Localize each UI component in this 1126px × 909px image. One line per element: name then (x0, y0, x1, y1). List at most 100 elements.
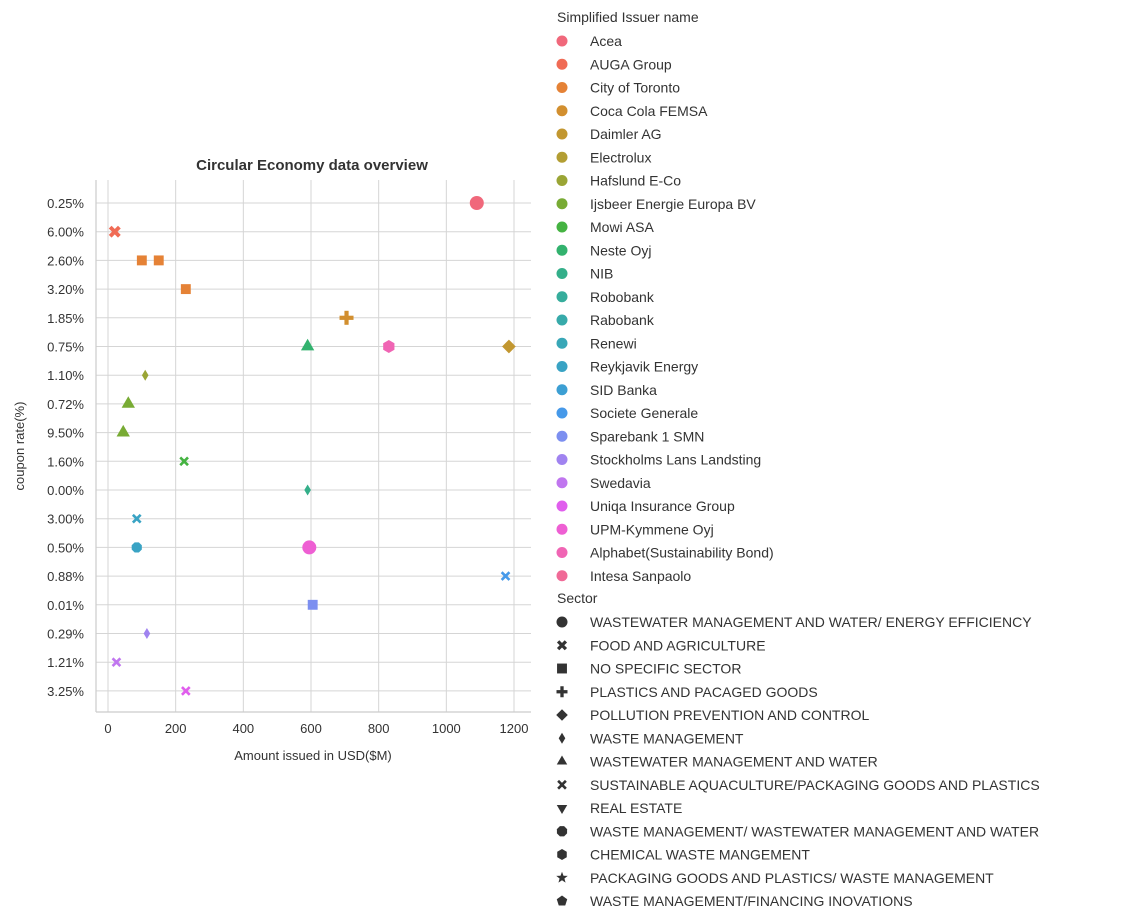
y-tick-label: 6.00% (47, 225, 84, 240)
y-tick-label: 0.01% (47, 598, 84, 613)
legend-sector-label: WASTE MANAGEMENT/ WASTEWATER MANAGEMENT … (590, 823, 1039, 839)
legend-issuer-label: City of Toronto (590, 80, 680, 96)
x-tick-label: 400 (232, 721, 254, 736)
data-point (500, 571, 511, 581)
legend-issuer-label: NIB (590, 266, 613, 282)
legend-sector-label: WASTEWATER MANAGEMENT AND WATER (590, 754, 878, 770)
legend-marker-icon (556, 871, 568, 883)
legend-marker-icon (558, 732, 566, 744)
data-point (131, 513, 142, 524)
y-tick-labels: 0.25% 6.00% 2.60% 3.20% 1.85% 0.75% 1.10% 0.72%… (47, 196, 84, 699)
data-point (307, 599, 318, 610)
legend-issuer-label: Swedavia (590, 475, 651, 491)
legend-sector-label: SUSTAINABLE AQUACULTURE/PACKAGING GOODS … (590, 777, 1040, 793)
legend-issuer-label: Daimler AG (590, 126, 662, 142)
legend-issuer-label: Rabobank (590, 312, 655, 328)
legend-marker-icon (556, 755, 568, 765)
x-tick-label: 0 (104, 721, 111, 736)
y-tick-label: 2.60% (47, 253, 84, 268)
x-tick-label: 600 (300, 721, 322, 736)
legend-color-swatch (556, 384, 568, 396)
legend-issuer-label: Sparebank 1 SMN (590, 428, 704, 444)
legend-sector-label: FOOD AND AGRICULTURE (590, 637, 766, 653)
legend-marker-icon (557, 663, 567, 674)
legend-sector-label: WASTE MANAGEMENT (590, 730, 744, 746)
legend-marker-icon (556, 686, 568, 698)
legend-issuer-label: Uniqa Insurance Group (590, 498, 735, 514)
legend-marker-icon (556, 895, 568, 906)
axis-spines (95, 180, 531, 713)
legend-issuer-label: Robobank (590, 289, 655, 305)
legend-sector-label: CHEMICAL WASTE MANGEMENT (590, 847, 810, 863)
legend-issuer-label: Coca Cola FEMSA (590, 103, 708, 119)
legend-color-swatch (556, 407, 568, 419)
data-point (111, 657, 122, 668)
data-point (180, 686, 191, 696)
x-axis-label: Amount issued in USD($M) (234, 748, 392, 763)
legend-issuer-label: Reykjavik Energy (590, 359, 698, 375)
y-tick-label: 1.60% (47, 454, 84, 469)
legend-color-swatch (556, 570, 568, 582)
legend-issuer-label: Mowi ASA (590, 219, 654, 235)
data-point (121, 396, 135, 408)
legend-issuer-label: AUGA Group (590, 56, 672, 72)
data-point (502, 339, 516, 354)
legend-sector-label: WASTEWATER MANAGEMENT AND WATER/ ENERGY … (590, 614, 1032, 630)
legend-color-swatch (556, 268, 568, 279)
x-tick-label: 200 (165, 721, 187, 736)
legend-color-swatch (556, 82, 568, 93)
legend: Simplified Issuer name Acea AUGA Group Cit… (556, 9, 1040, 909)
legend-color-swatch (556, 361, 568, 372)
x-tick-label: 1200 (500, 721, 529, 736)
legend-color-swatch (556, 151, 568, 163)
legend-color-swatch (556, 58, 568, 70)
legend-issuer-label: UPM-Kymmene Oyj (590, 521, 714, 537)
y-tick-label: 0.50% (47, 540, 84, 555)
legend-color-swatch (556, 128, 568, 140)
legend-color-swatch (556, 175, 568, 186)
legend-issuer-label: Electrolux (590, 149, 651, 165)
style-legend-items: WASTEWATER MANAGEMENT AND WATER/ ENERGY … (556, 614, 1040, 909)
legend-sector-label: PACKAGING GOODS AND PLASTICS/ WASTE MANA… (590, 870, 994, 886)
y-tick-label: 0.75% (47, 340, 84, 355)
chart-title: Circular Economy data overview (196, 157, 428, 174)
legend-marker-icon (556, 804, 568, 815)
legend-color-swatch (556, 430, 568, 442)
y-tick-label: 3.25% (47, 684, 84, 699)
x-tick-labels: 0 200 400 600 800 1000 1200 (104, 721, 528, 736)
legend-color-swatch (556, 221, 568, 233)
data-point (469, 196, 484, 210)
y-tick-label: 1.10% (47, 368, 84, 383)
data-point (302, 540, 317, 555)
legend-issuer-label: Renewi (590, 335, 637, 351)
legend-marker-icon (557, 849, 567, 860)
legend-color-swatch (556, 337, 568, 349)
legend-issuer-label: Intesa Sanpaolo (590, 568, 691, 584)
y-tick-label: 3.00% (47, 512, 84, 527)
y-axis-label: coupon rate(%) (12, 402, 27, 491)
legend-sector-label: NO SPECIFIC SECTOR (590, 661, 741, 677)
legend-color-swatch (556, 523, 568, 535)
legend-color-swatch (556, 35, 568, 47)
x-tick-label: 1000 (432, 721, 461, 736)
legend-sector-label: POLLUTION PREVENTION AND CONTROL (590, 707, 869, 723)
legend-color-swatch (556, 105, 568, 117)
legend-color-swatch (556, 547, 568, 558)
legend-color-swatch (556, 454, 568, 465)
y-tick-label: 1.21% (47, 655, 84, 670)
data-point (304, 484, 311, 496)
legend-marker-icon (556, 826, 568, 837)
data-point (180, 284, 191, 295)
data-point (116, 424, 130, 437)
legend-issuer-label: Hafslund E-Co (590, 173, 681, 189)
data-points (108, 196, 516, 696)
legend-issuer-label: Ijsbeer Energie Europa BV (590, 196, 756, 212)
legend-issuer-label: Neste Oyj (590, 242, 651, 258)
data-point (143, 628, 151, 639)
legend-marker-icon (556, 709, 568, 721)
legend-color-swatch (556, 500, 568, 512)
legend-marker-icon (556, 640, 568, 651)
y-tick-label: 9.50% (47, 426, 84, 441)
data-point (153, 255, 164, 266)
